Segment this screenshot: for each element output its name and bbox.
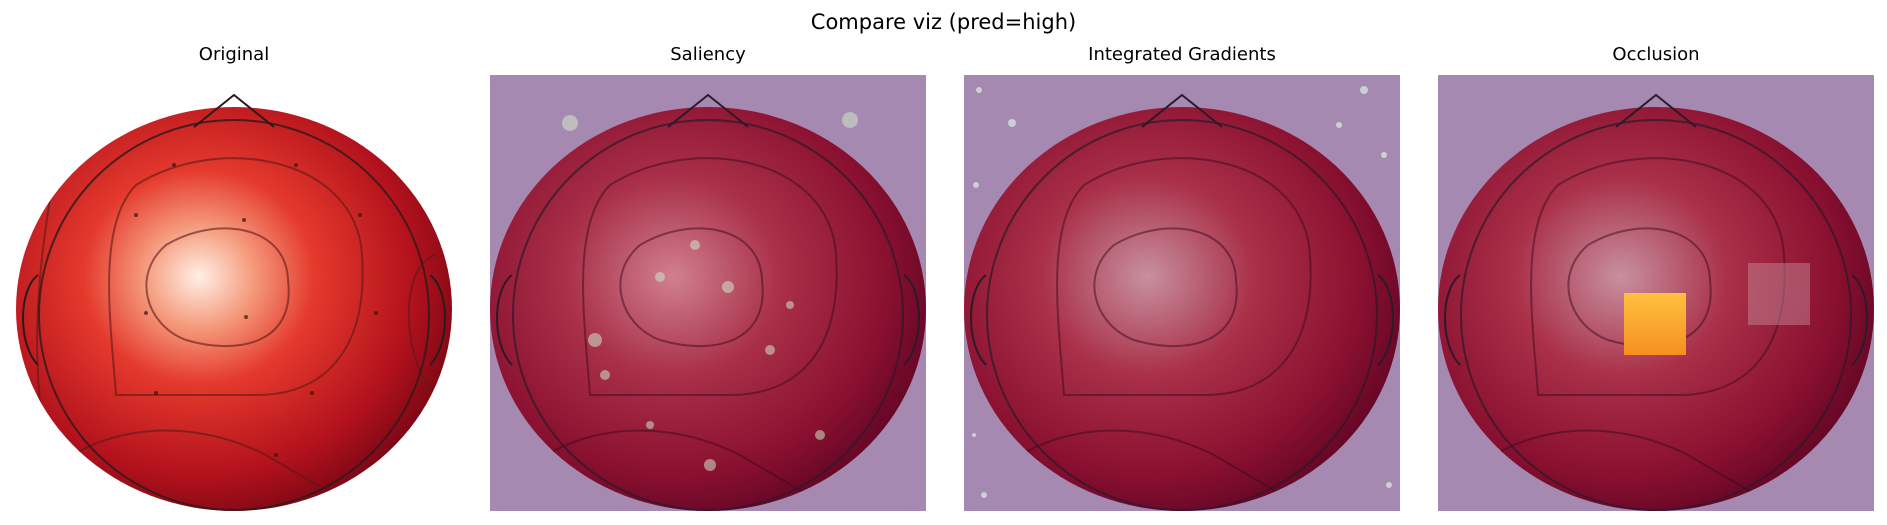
occlusion-patch-secondary: [1748, 263, 1810, 325]
panel-occlusion: Occlusion: [1438, 40, 1874, 511]
occlusion-patch-primary: [1624, 293, 1686, 355]
head-map: [490, 107, 926, 511]
panel-title: Saliency: [670, 44, 746, 65]
panel-title: Integrated Gradients: [1088, 44, 1276, 65]
figure-title: Compare viz (pred=high): [810, 10, 1077, 34]
topomap-saliency: [490, 75, 926, 511]
panel-original: Original: [16, 40, 452, 511]
head-map: [16, 107, 452, 511]
panel-title: Occlusion: [1612, 44, 1700, 65]
head-map: [964, 107, 1400, 511]
topomap-original: [16, 75, 452, 511]
panel-title: Original: [198, 44, 270, 65]
topomap-integrated-gradients: [964, 75, 1400, 511]
panel-saliency: Saliency: [490, 40, 926, 511]
topomap-occlusion: [1438, 75, 1874, 511]
panel-integrated-gradients: Integrated Gradients: [964, 40, 1400, 511]
